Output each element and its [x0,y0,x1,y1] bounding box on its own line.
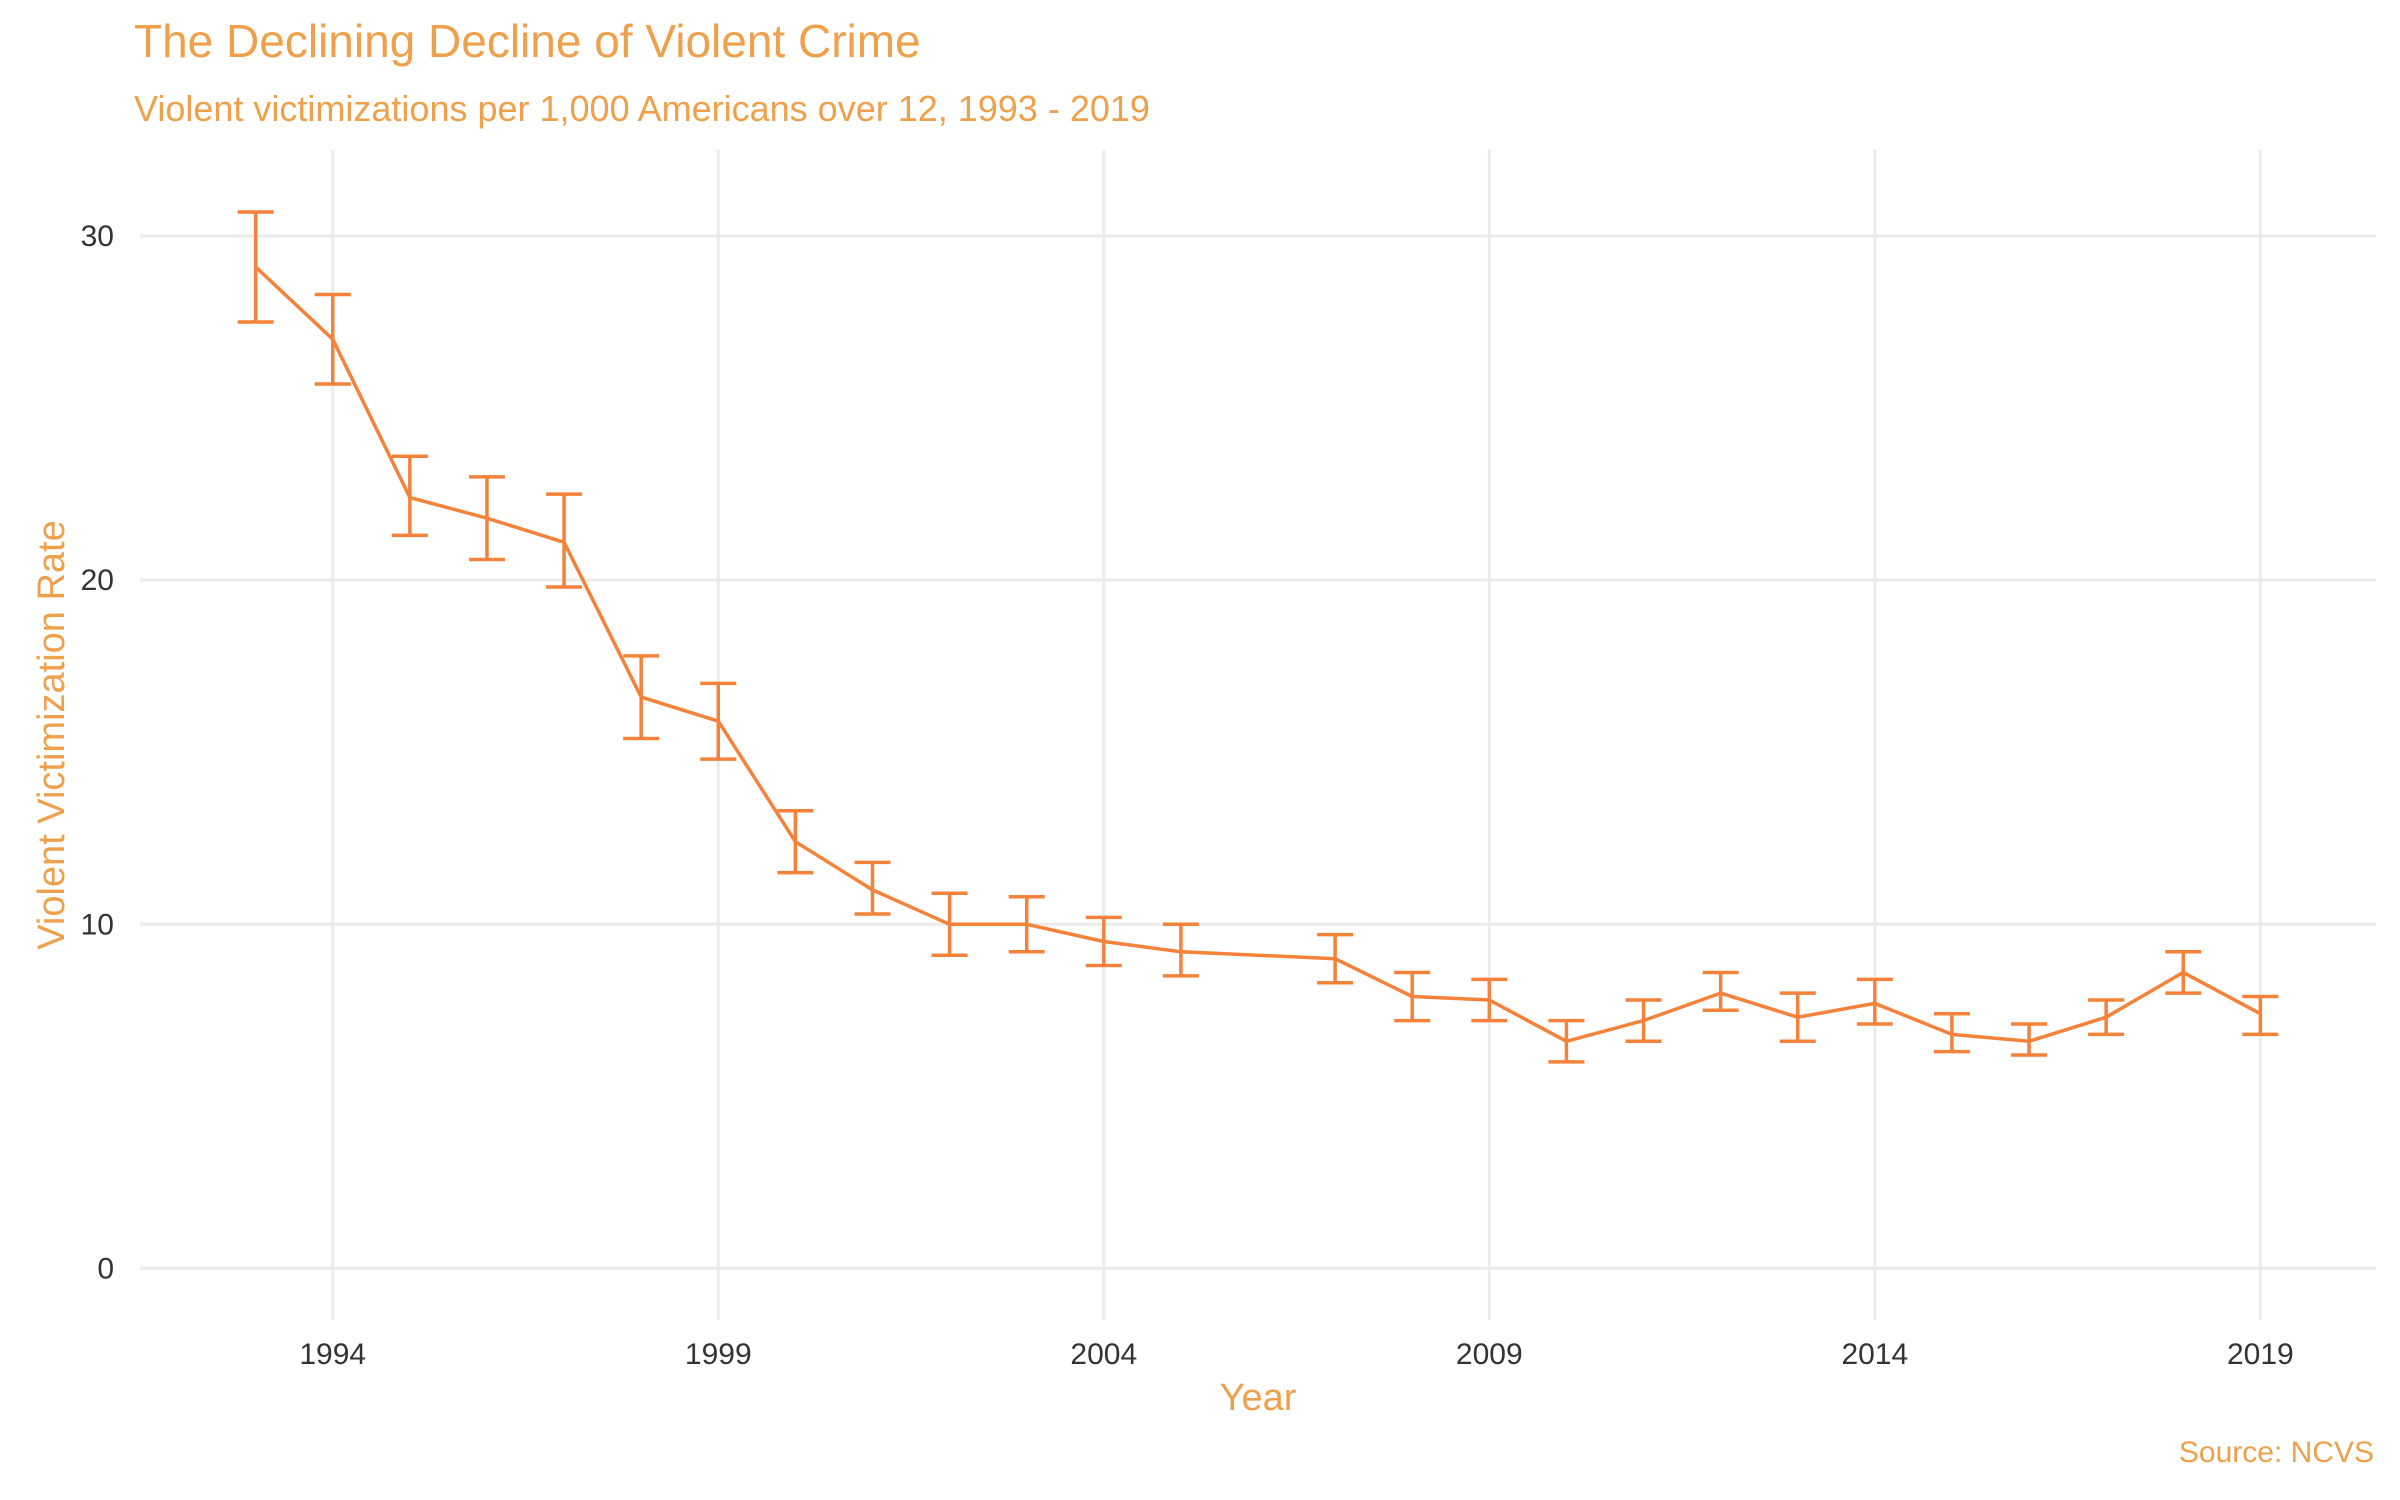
x-tick-label: 2014 [1841,1338,1908,1371]
y-axis-ticks: 0 10 20 30 [81,220,114,1285]
y-tick-label: 10 [81,908,114,941]
chart-title: The Declining Decline of Violent Crime [134,15,921,67]
y-tick-label: 0 [97,1252,114,1285]
error-bars [237,210,2279,1064]
error-bar [2242,994,2279,1037]
chart-subtitle: Violent victimizations per 1,000 America… [134,88,1150,129]
x-tick-label: 1994 [299,1338,366,1371]
x-tick-label: 2019 [2227,1338,2294,1371]
y-axis-title: Violent Victimization Rate [31,520,73,950]
x-axis-title: Year [1220,1377,1297,1419]
error-bar [237,210,274,324]
y-tick-label: 20 [81,564,114,597]
grid-lines [140,150,2376,1320]
y-tick-label: 30 [81,220,114,253]
series-line [254,265,2262,1044]
x-tick-label: 2004 [1070,1338,1137,1371]
source-caption: Source: NCVS [2178,1436,2374,1469]
x-tick-label: 2009 [1456,1338,1523,1371]
x-axis-ticks: 1994 1999 2004 2009 2014 2019 [299,1338,2293,1371]
x-tick-label: 1999 [685,1338,752,1371]
series-line-group [254,265,2262,1044]
